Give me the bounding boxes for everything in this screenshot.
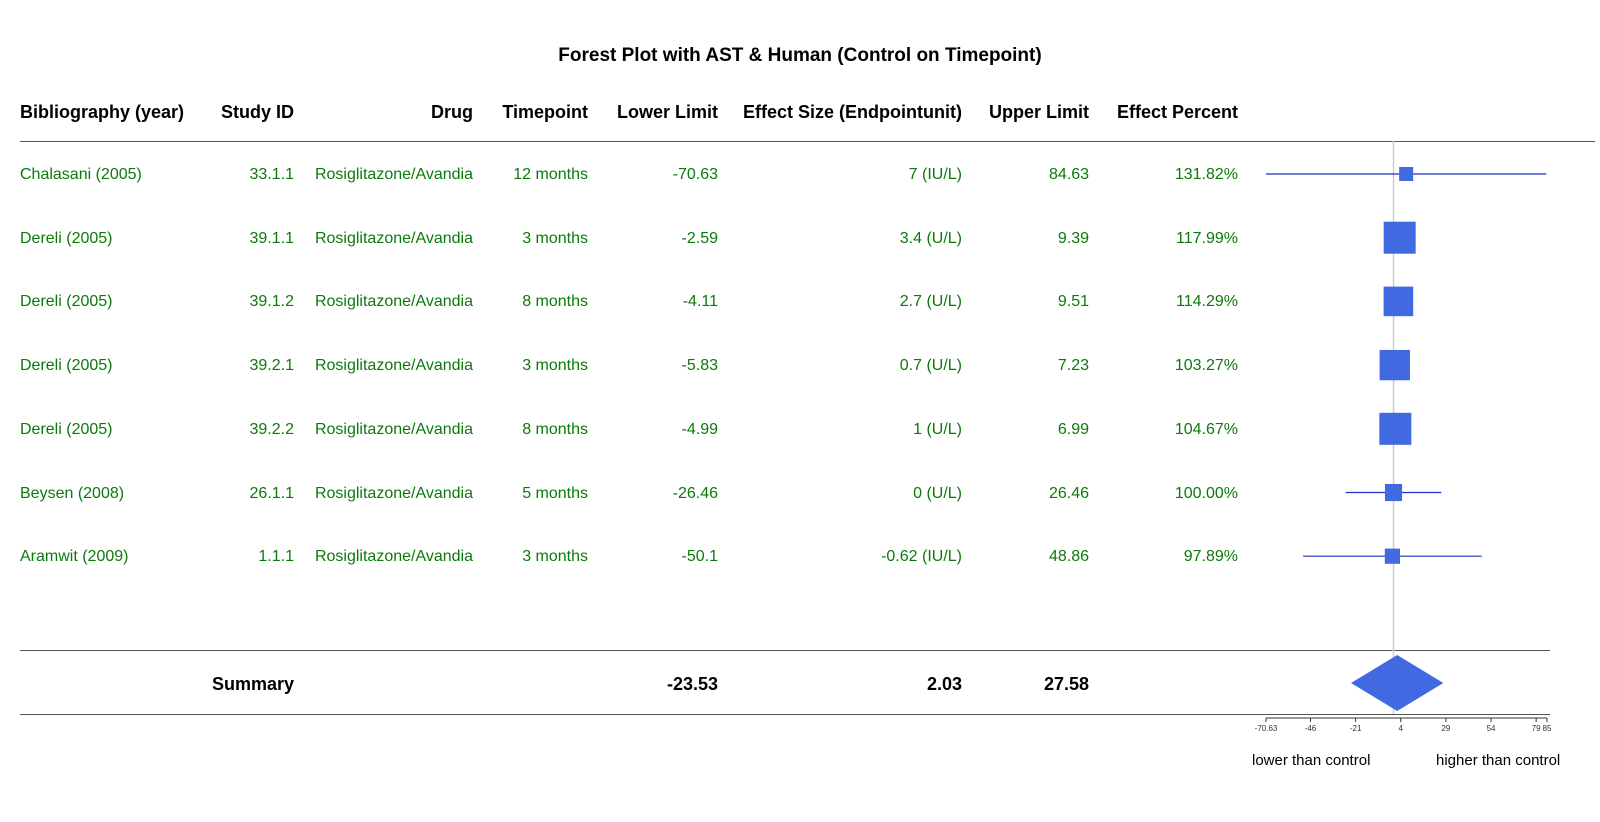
cell-lower-limit: -4.11 <box>682 293 718 311</box>
cell-effect-percent: 97.89% <box>1183 548 1238 566</box>
cell-lower-limit: -2.59 <box>681 229 718 247</box>
cell-timepoint: 3 months <box>522 548 588 566</box>
summary-effect: 2.03 <box>926 674 962 694</box>
cell-study-id: 1.1.1 <box>258 548 294 566</box>
cell-bibliography: Chalasani (2005) <box>20 166 142 183</box>
cell-study-id: 39.2.2 <box>249 420 294 438</box>
cell-upper-limit: 6.99 <box>1057 420 1089 438</box>
x-tick-label: 4 <box>1399 724 1404 733</box>
cell-timepoint: 5 months <box>522 484 588 502</box>
cell-study-id: 39.2.1 <box>249 357 294 375</box>
summary-label: Summary <box>211 674 294 694</box>
summary-top-rule <box>20 650 1550 651</box>
effect-square <box>1384 548 1401 564</box>
cell-drug: Rosiglitazone/Avandia <box>314 548 473 566</box>
summary-upper: 27.58 <box>1043 674 1089 694</box>
cell-bibliography: Dereli (2005) <box>20 357 113 375</box>
effect-square <box>1383 286 1414 317</box>
header-lower-limit: Lower Limit <box>616 102 718 122</box>
x-tick-label: -21 <box>1350 724 1362 733</box>
cell-study-id: 26.1.1 <box>249 484 294 502</box>
cell-study-id: 39.1.2 <box>249 293 294 311</box>
cell-upper-limit: 9.51 <box>1057 293 1089 311</box>
summary-bottom-rule <box>20 714 1550 715</box>
cell-study-id: 39.1.1 <box>249 229 294 247</box>
cell-effect-size: 0.7 (U/L) <box>899 357 962 375</box>
cell-drug: Rosiglitazone/Avandia <box>314 357 473 375</box>
cell-drug: Rosiglitazone/Avandia <box>314 166 473 183</box>
cell-bibliography: Dereli (2005) <box>20 420 113 438</box>
cell-drug: Rosiglitazone/Avandia <box>314 293 473 311</box>
header-effect-percent: Effect Percent <box>1116 102 1238 122</box>
x-tick-label: 79 <box>1532 724 1541 733</box>
cell-effect-size: 1 (U/L) <box>913 420 962 438</box>
cell-timepoint: 8 months <box>522 420 588 438</box>
cell-study-id: 33.1.1 <box>249 166 294 183</box>
effect-square <box>1379 349 1410 381</box>
cell-bibliography: Aramwit (2009) <box>20 548 129 566</box>
cell-effect-percent: 104.67% <box>1174 420 1238 438</box>
cell-lower-limit: -50.1 <box>681 548 718 566</box>
cell-lower-limit: -5.83 <box>681 357 718 375</box>
x-tick-label: -70.63 <box>1255 724 1278 733</box>
cell-effect-size: 2.7 (U/L) <box>899 293 962 311</box>
header-study-id: Study ID <box>220 102 294 122</box>
cell-lower-limit: -26.46 <box>672 484 718 502</box>
cell-lower-limit: -70.63 <box>672 166 718 183</box>
cell-upper-limit: 84.63 <box>1048 166 1089 183</box>
cell-effect-size: 7 (IU/L) <box>908 166 962 183</box>
cell-upper-limit: 9.39 <box>1057 229 1089 247</box>
summary-diamond <box>1351 655 1444 711</box>
effect-square <box>1384 483 1403 502</box>
cell-timepoint: 3 months <box>522 357 588 375</box>
footer-higher-than-control: higher than control <box>1436 752 1561 769</box>
cell-bibliography: Beysen (2008) <box>20 484 125 502</box>
cell-timepoint: 3 months <box>522 229 588 247</box>
cell-upper-limit: 26.46 <box>1048 484 1089 502</box>
effect-square <box>1379 412 1412 445</box>
header-effect-size: Effect Size (Endpointunit) <box>743 102 962 122</box>
cell-effect-percent: 117.99% <box>1176 229 1238 247</box>
chart-title: Forest Plot with AST & Human (Control on… <box>558 45 1042 66</box>
cell-effect-percent: 103.27% <box>1174 357 1238 375</box>
footer-lower-than-control: lower than control <box>1252 752 1371 769</box>
header-upper-limit: Upper Limit <box>988 102 1089 122</box>
cell-timepoint: 12 months <box>513 166 588 183</box>
header-drug: Drug <box>431 102 473 122</box>
cell-effect-size: 3.4 (U/L) <box>899 229 962 247</box>
summary-lower: -23.53 <box>666 674 718 694</box>
cell-effect-percent: 100.00% <box>1174 484 1238 502</box>
cell-drug: Rosiglitazone/Avandia <box>314 420 473 438</box>
header-bibliography: Bibliography (year) <box>20 102 185 122</box>
cell-drug: Rosiglitazone/Avandia <box>314 484 473 502</box>
x-tick-label: 54 <box>1487 724 1496 733</box>
cell-effect-percent: 131.82% <box>1174 166 1238 183</box>
cell-drug: Rosiglitazone/Avandia <box>314 229 473 247</box>
cell-effect-size: 0 (U/L) <box>913 484 962 502</box>
header-timepoint: Timepoint <box>502 102 588 122</box>
cell-bibliography: Dereli (2005) <box>20 229 113 247</box>
cell-bibliography: Dereli (2005) <box>20 293 113 311</box>
cell-lower-limit: -4.99 <box>681 420 718 438</box>
cell-upper-limit: 7.23 <box>1057 357 1089 375</box>
cell-effect-percent: 114.29% <box>1176 293 1238 311</box>
x-tick-label: 29 <box>1441 724 1450 733</box>
x-tick-label: 85 <box>1543 724 1552 733</box>
header-rule <box>20 141 1595 142</box>
cell-timepoint: 8 months <box>522 293 588 311</box>
x-tick-label: -46 <box>1305 724 1317 733</box>
cell-upper-limit: 48.86 <box>1048 548 1089 566</box>
cell-effect-size: -0.62 (IU/L) <box>881 548 962 566</box>
effect-square <box>1399 167 1414 181</box>
effect-square <box>1383 221 1416 254</box>
